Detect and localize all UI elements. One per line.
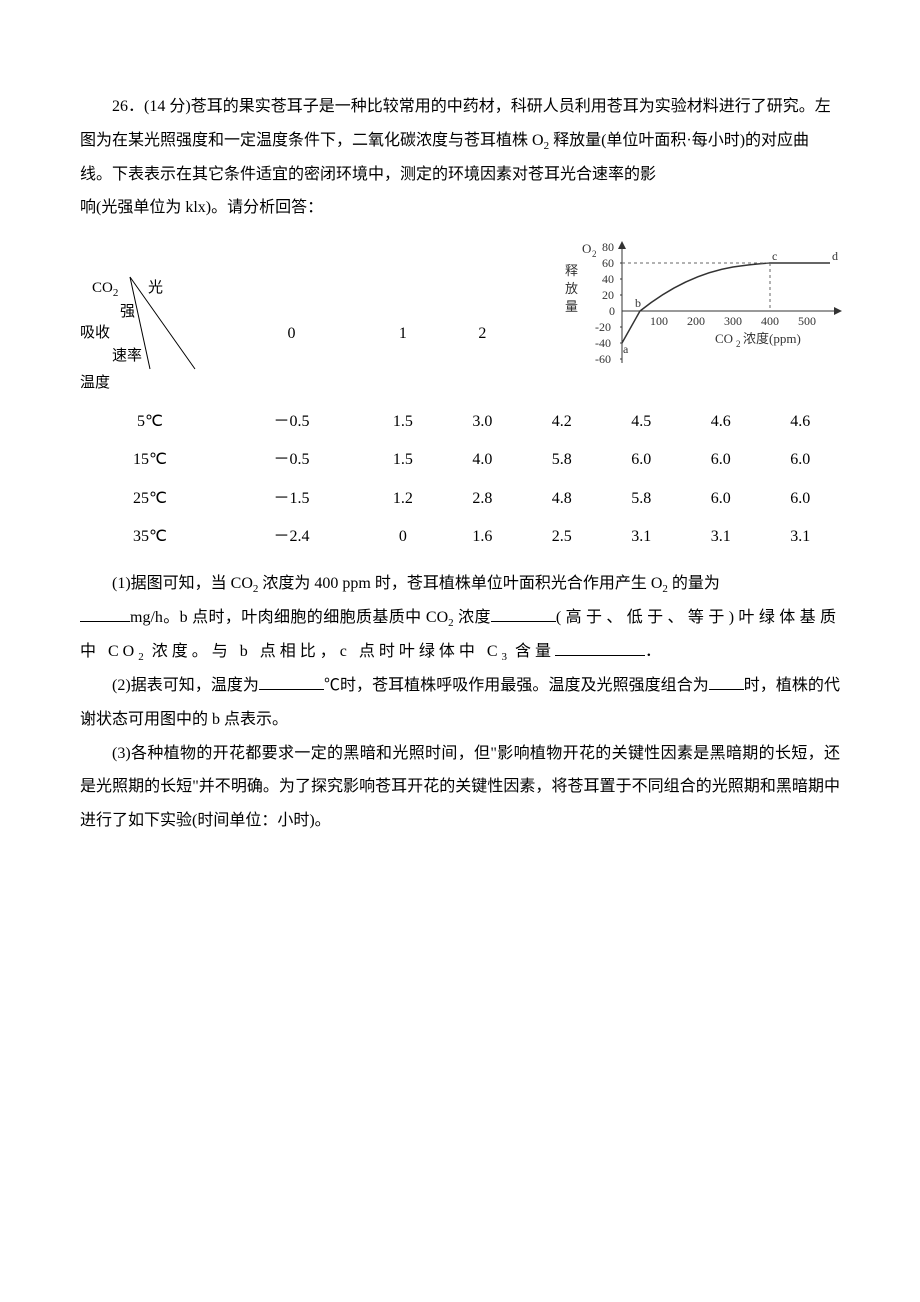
row-label: 35℃: [80, 518, 220, 556]
row-label: 25℃: [80, 480, 220, 518]
xtick-100: 100: [650, 314, 668, 328]
question-points: (14 分): [144, 98, 191, 115]
cell: 4.0: [443, 441, 522, 479]
point-c: c: [772, 249, 777, 263]
diag-strong: 强: [120, 303, 135, 321]
row-label: 5℃: [80, 403, 220, 441]
table-row: 35℃ －2.4 0 1.6 2.5 3.1 3.1 3.1: [80, 518, 840, 556]
col-header: 1: [363, 265, 442, 403]
cell: 3.1: [681, 518, 760, 556]
cell: 2.5: [522, 518, 601, 556]
q1-text: mg/h。b 点时，叶肉细胞的细胞质基质中 CO: [130, 609, 448, 626]
ytick-20: 20: [602, 288, 614, 302]
q3-paragraph: (3)各种植物的开花都要求一定的黑暗和光照时间，但"影响植物开花的关键性因素是黑…: [80, 737, 840, 838]
q1-text: 的量为: [668, 575, 720, 592]
x-axis-sub: 2: [736, 339, 741, 349]
intro-text-3: 响(光强单位为 klx)。请分析回答：: [80, 191, 500, 225]
y-label-o2: O: [582, 241, 591, 256]
cell: 6.0: [760, 480, 840, 518]
cell: 0: [363, 518, 442, 556]
diag-co2: CO2: [92, 279, 118, 300]
y-label-fang: 放: [565, 281, 578, 296]
point-d: d: [832, 249, 838, 263]
y-label-o2-sub: 2: [592, 249, 597, 259]
q1-paragraph: (1)据图可知，当 CO2 浓度为 400 ppm 时，苍耳植株单位叶面积光合作…: [80, 567, 840, 601]
question-intro: 26．(14 分)苍耳的果实苍耳子是一种比较常用的中药材，科研人员利用苍耳为实验…: [80, 90, 840, 191]
cell: －0.5: [220, 441, 363, 479]
q2-text: (2)据表可知，温度为: [112, 677, 259, 694]
cell: －2.4: [220, 518, 363, 556]
ytick-80: 80: [602, 240, 614, 254]
o2-release-chart: O 2 释 放 量 (mg/h) 80 60 40 20 0 -20 -40 -…: [540, 235, 845, 415]
xtick-200: 200: [687, 314, 705, 328]
cell: 4.8: [522, 480, 601, 518]
cell: 5.8: [522, 441, 601, 479]
table-row: 15℃ －0.5 1.5 4.0 5.8 6.0 6.0 6.0: [80, 441, 840, 479]
blank-input[interactable]: [259, 689, 324, 690]
x-axis-label: CO: [715, 331, 733, 346]
q2-paragraph: (2)据表可知，温度为℃时，苍耳植株呼吸作用最强。温度及光照强度组合为时，植株的…: [80, 669, 840, 736]
y-label-shi: 释: [565, 263, 578, 278]
cell: 1.6: [443, 518, 522, 556]
q1-text: 浓度为 400 ppm 时，苍耳植株单位叶面积光合作用产生 O: [258, 575, 662, 592]
col-header: 0: [220, 265, 363, 403]
y-label-liang: 量: [565, 299, 578, 314]
q1-text: 含量: [507, 643, 555, 660]
ytick-n60: -60: [595, 352, 611, 366]
q1-text: 浓度: [454, 609, 491, 626]
ytick-60: 60: [602, 256, 614, 270]
cell: 1.2: [363, 480, 442, 518]
xtick-300: 300: [724, 314, 742, 328]
diagonal-header: CO2 光 强 吸收 速率 温度: [80, 269, 220, 399]
cell: 6.0: [602, 441, 681, 479]
cell: －0.5: [220, 403, 363, 441]
ytick-0: 0: [609, 304, 615, 318]
cell: 3.0: [443, 403, 522, 441]
cell: 3.1: [602, 518, 681, 556]
xtick-500: 500: [798, 314, 816, 328]
point-b: b: [635, 296, 641, 310]
cell: 6.0: [681, 480, 760, 518]
col-header: 2: [443, 265, 522, 403]
cell: 2.8: [443, 480, 522, 518]
cell: 1.5: [363, 403, 442, 441]
blank-input[interactable]: [555, 655, 645, 656]
q1-line2: mg/h。b 点时，叶肉细胞的细胞质基质中 CO2 浓度(高于、低于、等于)叶绿…: [80, 601, 840, 670]
question-number: 26．: [112, 98, 144, 115]
row-label: 15℃: [80, 441, 220, 479]
period: ．: [645, 643, 661, 660]
q1-text: (1)据图可知，当 CO: [112, 575, 253, 592]
diag-light: 光: [148, 279, 163, 297]
blank-input[interactable]: [80, 621, 130, 622]
ytick-n40: -40: [595, 336, 611, 350]
cell: －1.5: [220, 480, 363, 518]
q1-text: 浓度。与 b 点相比，c 点时叶绿体中 C: [144, 643, 502, 660]
blank-input[interactable]: [709, 689, 744, 690]
cell: 1.5: [363, 441, 442, 479]
cell: 6.0: [681, 441, 760, 479]
x-axis-label2: 浓度(ppm): [743, 331, 801, 346]
diag-temp: 温度: [80, 374, 110, 392]
blank-input[interactable]: [491, 621, 556, 622]
diag-absorb: 吸收: [80, 324, 110, 342]
diag-rate: 速率: [112, 347, 142, 365]
chart-figure: O 2 释 放 量 (mg/h) 80 60 40 20 0 -20 -40 -…: [540, 235, 845, 415]
ytick-n20: -20: [595, 320, 611, 334]
xtick-400: 400: [761, 314, 779, 328]
q2-text: ℃时，苍耳植株呼吸作用最强。温度及光照强度组合为: [324, 677, 709, 694]
cell: 5.8: [602, 480, 681, 518]
ytick-40: 40: [602, 272, 614, 286]
cell: 3.1: [760, 518, 840, 556]
point-a: a: [623, 342, 629, 356]
cell: 6.0: [760, 441, 840, 479]
table-row: 25℃ －1.5 1.2 2.8 4.8 5.8 6.0 6.0: [80, 480, 840, 518]
